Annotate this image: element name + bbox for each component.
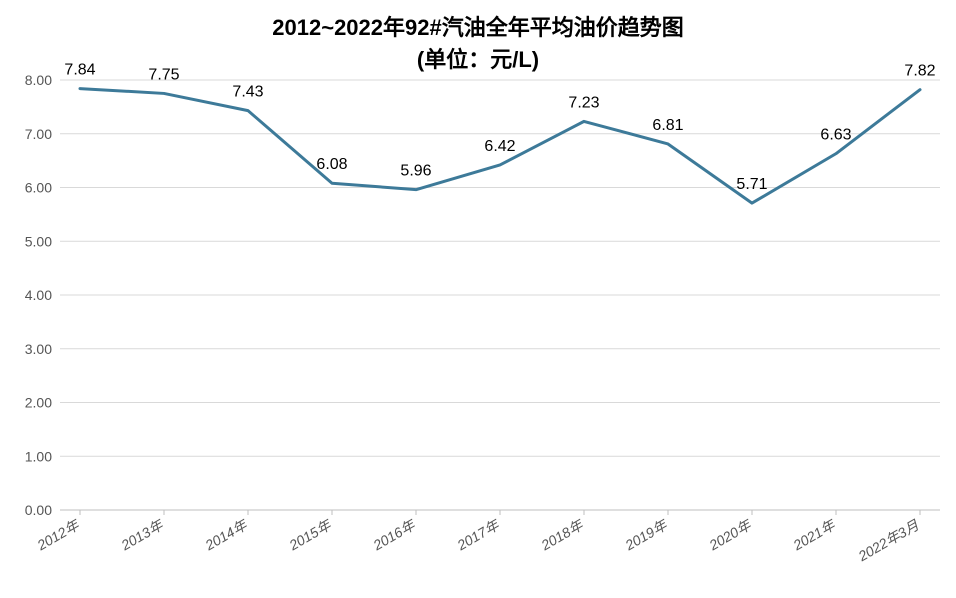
chart-container: 2012~2022年92#汽油全年平均油价趋势图 (单位：元/L) 0.001.… [0, 0, 956, 598]
data-label: 6.63 [820, 127, 851, 144]
data-label: 6.42 [484, 138, 515, 155]
y-tick-label: 3.00 [25, 341, 52, 357]
y-tick-label: 0.00 [25, 502, 52, 518]
x-tick-label: 2020年 [706, 516, 756, 554]
y-tick-label: 8.00 [25, 72, 52, 88]
chart-svg: 0.001.002.003.004.005.006.007.008.002012… [0, 0, 956, 598]
y-tick-label: 2.00 [25, 395, 52, 411]
data-label: 5.96 [400, 163, 431, 180]
x-tick-label: 2019年 [622, 516, 672, 554]
data-label: 7.23 [568, 94, 599, 111]
x-tick-label: 2016年 [370, 516, 420, 554]
data-label: 5.71 [736, 176, 767, 193]
data-label: 7.84 [64, 62, 95, 79]
data-label: 6.81 [652, 117, 683, 134]
data-label: 7.82 [904, 63, 935, 80]
y-tick-label: 6.00 [25, 180, 52, 196]
data-label: 7.75 [148, 66, 179, 83]
x-tick-label: 2013年 [118, 516, 168, 554]
y-tick-label: 7.00 [25, 126, 52, 142]
x-tick-label: 2022年3月 [855, 516, 923, 564]
y-tick-label: 1.00 [25, 448, 52, 464]
x-tick-label: 2021年 [790, 516, 840, 554]
x-tick-label: 2014年 [202, 516, 252, 554]
x-tick-label: 2018年 [538, 516, 588, 554]
data-label: 6.08 [316, 156, 347, 173]
x-tick-label: 2012年 [34, 516, 84, 554]
data-label: 7.43 [232, 84, 263, 101]
y-tick-label: 5.00 [25, 233, 52, 249]
y-tick-label: 4.00 [25, 287, 52, 303]
x-tick-label: 2017年 [454, 516, 504, 554]
x-tick-label: 2015年 [286, 516, 336, 554]
